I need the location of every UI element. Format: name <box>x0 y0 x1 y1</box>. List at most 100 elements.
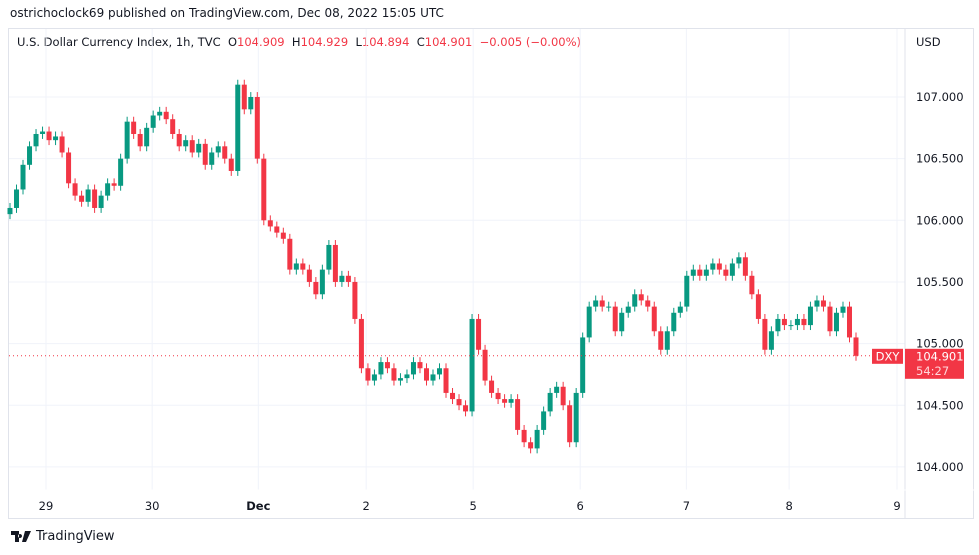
candle-body <box>554 386 560 393</box>
low-label: L <box>355 35 362 49</box>
candle-body <box>599 300 605 307</box>
change-value: −0.005 (−0.00%) <box>479 35 582 49</box>
tradingview-logo-icon <box>11 531 31 542</box>
candle-body <box>358 318 364 369</box>
candle-body <box>196 143 202 153</box>
candle-body <box>521 429 527 443</box>
symbol-tag <box>872 348 903 364</box>
last-price-tag <box>905 348 964 379</box>
last-price-label: 104.901 <box>916 349 964 363</box>
candle-body <box>46 131 52 141</box>
candle-body <box>118 158 124 186</box>
candle-body <box>625 306 631 313</box>
candle-body <box>293 263 299 270</box>
candle-body <box>729 263 735 276</box>
candle-body <box>267 220 273 227</box>
candle-body <box>788 325 794 327</box>
candle-body <box>319 269 325 295</box>
candle-body <box>820 300 826 307</box>
candle-body <box>476 318 482 350</box>
x-tick-label: 30 <box>145 499 160 513</box>
candle-body <box>98 195 104 208</box>
candle-body <box>430 374 436 381</box>
candle-body <box>606 306 612 308</box>
candle-body <box>547 392 553 412</box>
candle-body <box>794 318 800 326</box>
candle-body <box>287 238 293 270</box>
candle-body <box>137 133 143 147</box>
candle-body <box>560 386 566 406</box>
candle-body <box>638 294 644 301</box>
candle-body <box>489 380 495 393</box>
candle-body <box>716 263 722 270</box>
candle-body <box>456 399 462 406</box>
candle-body <box>14 189 20 208</box>
candle-body <box>658 331 664 350</box>
candle-body <box>79 195 85 202</box>
candle-body <box>703 269 709 276</box>
candle-body <box>781 318 787 326</box>
candle-body <box>755 294 761 319</box>
candle-body <box>619 312 625 332</box>
countdown-label: 54:27 <box>916 364 949 378</box>
y-tick-label: 105.000 <box>916 337 964 351</box>
candle-body <box>762 318 768 350</box>
candle-body <box>417 362 423 369</box>
candle-body <box>300 263 306 270</box>
candle-body <box>742 257 748 276</box>
candle-body <box>371 374 377 381</box>
candle-body <box>209 152 215 165</box>
high-value: 104.929 <box>300 35 349 49</box>
candle-body <box>580 337 586 393</box>
candle-body <box>437 368 443 375</box>
candle-body <box>833 312 839 332</box>
candle-body <box>534 429 540 449</box>
x-tick-label: 5 <box>470 499 477 513</box>
y-tick-label: 104.000 <box>916 460 964 474</box>
candle-body <box>645 300 651 307</box>
candle-body <box>463 405 469 412</box>
candle-body <box>469 318 475 412</box>
candle-body <box>228 158 234 171</box>
candle-body <box>345 275 351 282</box>
candle-body <box>528 442 534 449</box>
x-tick-label: 7 <box>683 499 690 513</box>
candle-body <box>189 140 195 153</box>
candle-body <box>397 378 403 381</box>
candle-body <box>749 275 755 295</box>
candle-body <box>632 294 638 307</box>
candle-body <box>254 97 260 159</box>
chart-legend: U.S. Dollar Currency Index, 1h, TVC O104… <box>17 35 581 49</box>
candle-body <box>410 362 416 375</box>
symbol-tag-label: DXY <box>876 349 901 363</box>
x-tick-label: 2 <box>363 499 370 513</box>
candle-body <box>723 269 729 276</box>
x-tick-label: Dec <box>246 499 270 513</box>
candle-body <box>508 399 514 403</box>
high-label: H <box>291 35 301 49</box>
close-label: C <box>416 35 425 49</box>
candle-body <box>807 306 813 326</box>
candle-body <box>515 399 521 430</box>
candle-body <box>40 131 46 134</box>
x-tick-label: 8 <box>785 499 792 513</box>
candle-body <box>202 143 208 165</box>
candle-body <box>111 183 117 186</box>
candle-body <box>710 263 716 270</box>
candle-body <box>183 140 189 147</box>
candle-body <box>567 405 573 443</box>
candle-body <box>72 183 78 196</box>
candle-body <box>541 411 547 430</box>
candle-body <box>846 306 852 338</box>
y-tick-label: 106.500 <box>916 152 964 166</box>
candle-body <box>66 152 72 184</box>
candle-body <box>144 127 150 147</box>
chart-frame[interactable] <box>8 28 974 519</box>
candle-body <box>775 318 781 332</box>
candle-body <box>157 111 163 116</box>
candle-body <box>573 392 579 443</box>
y-tick-label: 107.000 <box>916 90 964 104</box>
candle-body <box>222 146 228 159</box>
candle-body <box>768 331 774 350</box>
